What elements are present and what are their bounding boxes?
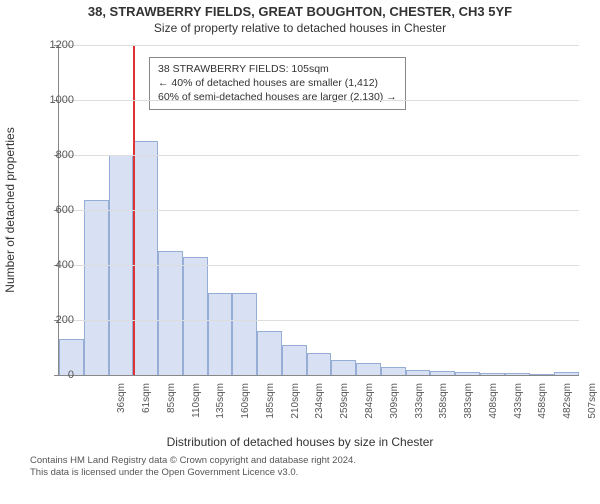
info-box: 38 STRAWBERRY FIELDS: 105sqm ← 40% of de… — [149, 57, 406, 110]
x-tick-label: 135sqm — [215, 383, 226, 433]
footer-line-1: Contains HM Land Registry data © Crown c… — [30, 455, 590, 467]
grid-line — [59, 45, 579, 46]
x-tick-label: 185sqm — [265, 383, 276, 433]
grid-line — [59, 210, 579, 211]
x-tick-label: 234sqm — [314, 383, 325, 433]
bar — [84, 200, 109, 375]
x-tick-label: 259sqm — [339, 383, 350, 433]
x-tick-label: 61sqm — [141, 383, 152, 433]
info-line-3: 60% of semi-detached houses are larger (… — [158, 90, 397, 104]
bar — [232, 293, 257, 376]
x-tick-label: 482sqm — [562, 383, 573, 433]
plot-area: 38 STRAWBERRY FIELDS: 105sqm ← 40% of de… — [58, 45, 579, 376]
info-line-1: 38 STRAWBERRY FIELDS: 105sqm — [158, 62, 397, 76]
grid-line — [59, 100, 579, 101]
y-tick-label: 1200 — [34, 39, 74, 51]
histogram-chart: Number of detached properties 38 STRAWBE… — [0, 35, 600, 435]
page-title-address: 38, STRAWBERRY FIELDS, GREAT BOUGHTON, C… — [0, 4, 600, 19]
bar — [133, 141, 158, 375]
x-tick-label: 433sqm — [513, 383, 524, 433]
page-subtitle: Size of property relative to detached ho… — [0, 21, 600, 35]
x-tick-label: 309sqm — [389, 383, 400, 433]
y-tick-label: 0 — [34, 369, 74, 381]
x-axis-label: Distribution of detached houses by size … — [0, 435, 600, 449]
grid-line — [59, 155, 579, 156]
bar — [183, 257, 208, 375]
bar — [257, 331, 282, 375]
x-tick-label: 507sqm — [587, 383, 598, 433]
y-tick-label: 600 — [34, 204, 74, 216]
x-tick-label: 160sqm — [240, 383, 251, 433]
x-tick-label: 458sqm — [537, 383, 548, 433]
y-tick-label: 400 — [34, 259, 74, 271]
info-line-2: ← 40% of detached houses are smaller (1,… — [158, 76, 397, 90]
x-tick-label: 383sqm — [463, 383, 474, 433]
x-tick-label: 36sqm — [116, 383, 127, 433]
x-tick-label: 408sqm — [488, 383, 499, 433]
bar — [158, 251, 183, 375]
x-tick-label: 358sqm — [438, 383, 449, 433]
x-tick-label: 210sqm — [290, 383, 301, 433]
x-ticks-container: 36sqm 61sqm 85sqm 110sqm 135sqm 160sqm 185sqm 2… — [58, 375, 578, 435]
grid-line — [59, 320, 579, 321]
bar — [356, 363, 381, 375]
bar — [307, 353, 332, 375]
y-tick-label: 1000 — [34, 94, 74, 106]
y-axis-label: Number of detached properties — [3, 127, 17, 292]
bar — [381, 367, 406, 375]
bar — [208, 293, 233, 376]
x-tick-label: 284sqm — [364, 383, 375, 433]
x-tick-label: 85sqm — [166, 383, 177, 433]
bar — [282, 345, 307, 375]
y-tick-label: 800 — [34, 149, 74, 161]
x-tick-label: 110sqm — [191, 383, 202, 433]
x-tick-label: 333sqm — [414, 383, 425, 433]
grid-line — [59, 265, 579, 266]
y-tick-label: 200 — [34, 314, 74, 326]
footer-line-2: This data is licensed under the Open Gov… — [30, 467, 590, 479]
footer-attribution: Contains HM Land Registry data © Crown c… — [0, 449, 600, 480]
bar — [331, 360, 356, 375]
